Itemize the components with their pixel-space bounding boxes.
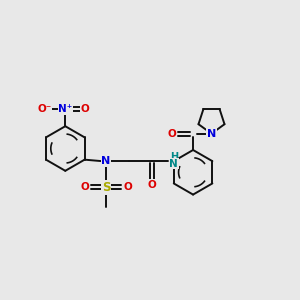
Text: O: O <box>167 129 176 139</box>
Text: O⁻: O⁻ <box>38 104 52 114</box>
Text: O: O <box>80 182 89 192</box>
Text: O: O <box>80 104 89 114</box>
Text: O: O <box>148 180 157 190</box>
Text: N: N <box>101 156 111 166</box>
Text: N: N <box>207 129 216 139</box>
Text: O: O <box>123 182 132 192</box>
Text: N: N <box>169 158 178 169</box>
Text: H: H <box>170 152 178 162</box>
Text: S: S <box>102 181 110 194</box>
Text: N⁺: N⁺ <box>58 104 72 114</box>
